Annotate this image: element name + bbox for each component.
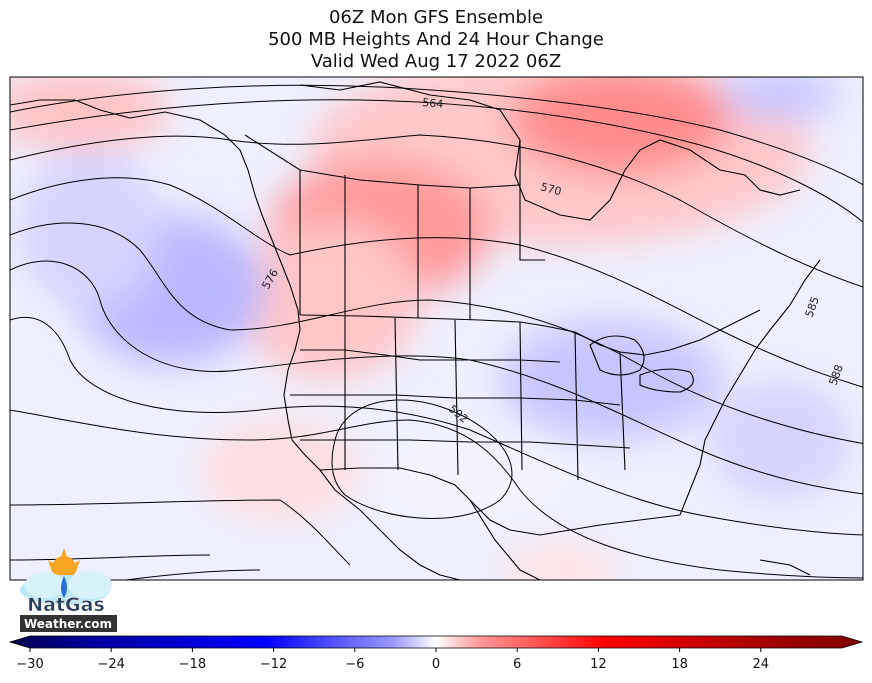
contour-label-564: 564	[422, 96, 444, 111]
boundaries	[10, 81, 821, 580]
flame-icon	[61, 576, 67, 598]
height-change-shading	[10, 77, 863, 580]
colorbar-tick-label: 6	[513, 657, 522, 672]
logo-brand: NatGas	[27, 594, 105, 616]
chart-title-line-3: Valid Wed Aug 17 2022 06Z	[310, 51, 562, 72]
colorbar-tick-label: −24	[97, 657, 125, 672]
colorbar-tick-label: 12	[590, 657, 607, 672]
colorbar-tick-label: 18	[671, 657, 688, 672]
logo-domain: Weather.com	[24, 617, 112, 631]
chart-title-line-1: 06Z Mon GFS Ensemble	[328, 7, 544, 28]
height-contours	[10, 84, 863, 580]
map-frame	[9, 76, 864, 581]
natgas-weather-logo: NatGas Weather.com	[20, 548, 117, 632]
colorbar-tick-label: −12	[259, 657, 288, 672]
contour-label-570: 570	[539, 180, 563, 198]
colorbar-tick-label: −18	[178, 657, 207, 672]
chart-title-line-2: 500 MB Heights And 24 Hour Change	[268, 29, 604, 50]
colorbar-tick-label: 24	[752, 657, 770, 672]
colorbar-tick-label: 0	[431, 657, 441, 672]
colorbar-tick-label: −6	[345, 657, 365, 672]
sun-icon	[52, 556, 76, 580]
colorbar-tick-label: −30	[16, 657, 44, 672]
colorbar	[8, 635, 864, 652]
